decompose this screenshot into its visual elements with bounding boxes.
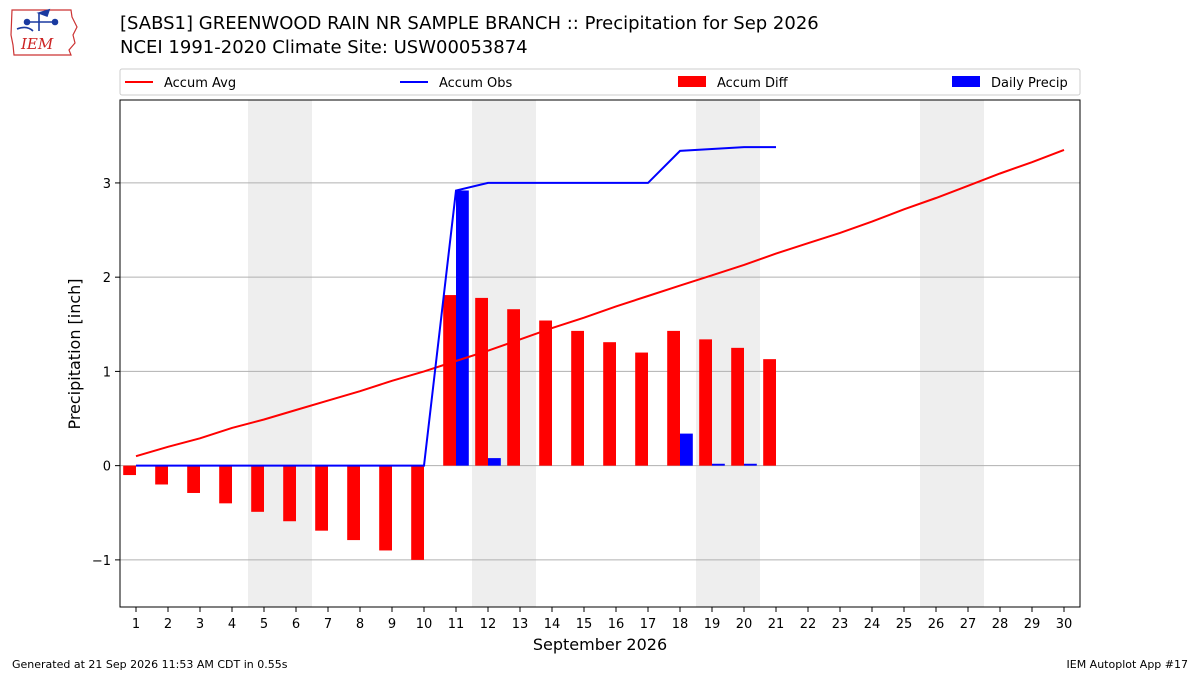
accum-diff-bar bbox=[571, 330, 584, 466]
weather-station-icon bbox=[16, 8, 59, 32]
legend-label: Accum Obs bbox=[439, 76, 512, 91]
y-tick-label: 0 bbox=[103, 460, 111, 475]
footer-generated: Generated at 21 Sep 2026 11:53 AM CDT in… bbox=[12, 658, 288, 671]
accum-diff-bar bbox=[507, 309, 520, 466]
x-tick-label: 24 bbox=[864, 617, 881, 632]
accum-diff-bar bbox=[187, 465, 200, 493]
accum-diff-bar bbox=[731, 347, 744, 466]
x-tick-label: 10 bbox=[416, 617, 433, 632]
weekend-band bbox=[280, 100, 312, 607]
x-tick-label: 11 bbox=[448, 617, 465, 632]
x-tick-label: 21 bbox=[768, 617, 785, 632]
accum-diff-bar bbox=[251, 465, 264, 512]
x-tick-label: 22 bbox=[800, 617, 817, 632]
daily-precip-bar bbox=[712, 463, 725, 466]
y-tick-label: 2 bbox=[103, 271, 111, 286]
y-tick-label: 1 bbox=[103, 365, 111, 380]
accum-diff-bar bbox=[539, 320, 552, 466]
x-tick-label: 15 bbox=[576, 617, 593, 632]
x-tick-label: 29 bbox=[1024, 617, 1041, 632]
x-tick-label: 13 bbox=[512, 617, 529, 632]
legend-label: Accum Diff bbox=[717, 76, 789, 91]
lines bbox=[135, 146, 1065, 467]
x-tick-label: 5 bbox=[260, 617, 268, 632]
x-tick-label: 25 bbox=[896, 617, 913, 632]
accum-diff-bar bbox=[155, 465, 168, 485]
x-axis-label: September 2026 bbox=[533, 635, 667, 654]
accum-obs-line bbox=[136, 146, 776, 467]
y-tick-label: −1 bbox=[92, 554, 111, 569]
y-axis-ticks: −1 0 1 2 3 bbox=[92, 177, 120, 569]
legend-frame bbox=[119, 68, 1081, 96]
y-tick-label: 3 bbox=[103, 177, 111, 192]
chart-subtitle: NCEI 1991-2020 Climate Site: USW00053874 bbox=[120, 37, 528, 58]
accum-diff-bar bbox=[219, 465, 232, 504]
x-tick-label: 1 bbox=[132, 617, 140, 632]
x-tick-label: 4 bbox=[228, 617, 236, 632]
x-tick-label: 23 bbox=[832, 617, 849, 632]
iowa-map-outline-icon bbox=[10, 9, 78, 56]
weekend-band bbox=[248, 100, 280, 607]
x-tick-label: 18 bbox=[672, 617, 689, 632]
weekend-band bbox=[952, 100, 984, 607]
x-tick-label: 26 bbox=[928, 617, 945, 632]
daily-precip-bar bbox=[456, 190, 469, 466]
x-tick-label: 14 bbox=[544, 617, 561, 632]
accum-diff-bar bbox=[603, 342, 616, 466]
accum-diff-bar bbox=[443, 295, 456, 466]
bars bbox=[123, 190, 776, 560]
x-tick-label: 16 bbox=[608, 617, 625, 632]
accum-diff-bar bbox=[667, 330, 680, 466]
x-tick-label: 28 bbox=[992, 617, 1009, 632]
plot-frame bbox=[119, 99, 1081, 608]
legend-swatch-bar bbox=[678, 76, 706, 87]
accum-diff-bar bbox=[315, 465, 328, 531]
legend: Accum Avg Accum Obs Accum Diff Daily Precip bbox=[119, 68, 1081, 96]
accum-diff-bar bbox=[635, 352, 648, 466]
x-tick-label: 7 bbox=[324, 617, 332, 632]
x-tick-label: 27 bbox=[960, 617, 977, 632]
x-tick-label: 2 bbox=[164, 617, 172, 632]
accum-diff-bar bbox=[123, 465, 136, 476]
accum-diff-bar bbox=[283, 465, 296, 522]
daily-precip-bar bbox=[744, 463, 757, 466]
x-tick-label: 8 bbox=[356, 617, 364, 632]
footer-app: IEM Autoplot App #17 bbox=[1066, 658, 1189, 671]
accum-diff-bar bbox=[763, 359, 776, 466]
accum-diff-bar bbox=[411, 465, 424, 560]
legend-label: Daily Precip bbox=[991, 76, 1068, 91]
x-tick-label: 9 bbox=[388, 617, 396, 632]
x-axis-ticks: 1 2 3 4 5 6 7 8 9 10 11 12 13 14 15 16 17 18 19 20 21 22 23 24 2… bbox=[132, 607, 1072, 632]
x-tick-label: 17 bbox=[640, 617, 657, 632]
legend-swatch-bar bbox=[952, 76, 980, 87]
daily-precip-bar bbox=[488, 458, 501, 466]
x-tick-label: 19 bbox=[704, 617, 721, 632]
accum-diff-bar bbox=[347, 465, 360, 541]
x-tick-label: 30 bbox=[1056, 617, 1073, 632]
weekend-band bbox=[920, 100, 952, 607]
y-axis-label: Precipitation [inch] bbox=[65, 278, 84, 429]
logo-text: IEM bbox=[20, 35, 54, 53]
iem-logo: IEM bbox=[10, 8, 78, 56]
daily-precip-bar bbox=[680, 433, 693, 466]
legend-label: Accum Avg bbox=[164, 76, 236, 91]
x-tick-label: 6 bbox=[292, 617, 300, 632]
accum-diff-bar bbox=[699, 339, 712, 466]
x-tick-label: 20 bbox=[736, 617, 753, 632]
accum-diff-bar bbox=[475, 297, 488, 466]
x-tick-label: 12 bbox=[480, 617, 497, 632]
x-tick-label: 3 bbox=[196, 617, 204, 632]
chart-title: [SABS1] GREENWOOD RAIN NR SAMPLE BRANCH … bbox=[120, 13, 819, 34]
accum-diff-bar bbox=[379, 465, 392, 551]
accum-avg-line bbox=[135, 148, 1065, 458]
